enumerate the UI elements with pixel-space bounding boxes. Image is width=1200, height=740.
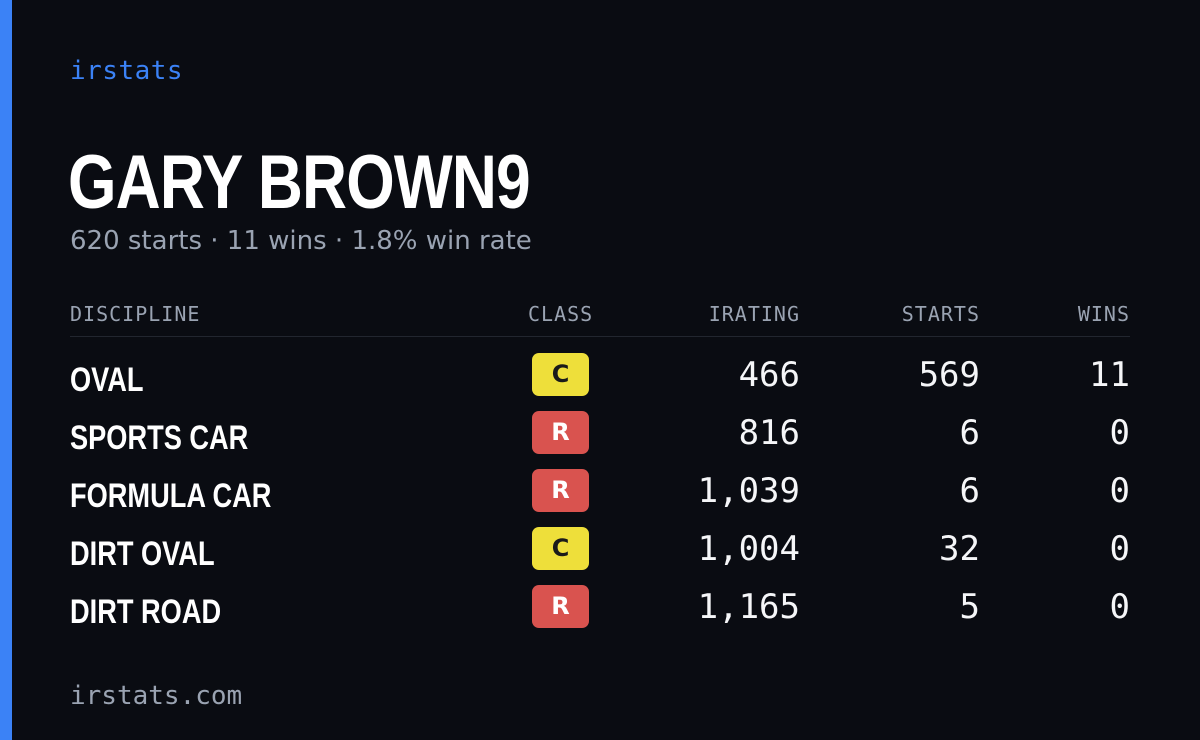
table-body: OVAL C 466 569 11 SPORTS CAR R 816 6 0 F… [70, 337, 1130, 643]
irating-value: 1,004 [697, 529, 800, 569]
discipline-name: DIRT OVAL [70, 535, 215, 573]
column-header-discipline: DISCIPLINE [70, 302, 201, 326]
class-badge: C [532, 527, 589, 570]
driver-summary: 620 starts · 11 wins · 1.8% win rate [70, 226, 532, 256]
table-row: OVAL C 466 569 11 [70, 353, 1130, 411]
class-badge: R [532, 585, 589, 628]
table-row: SPORTS CAR R 816 6 0 [70, 411, 1130, 469]
brand-logo: irstats [70, 56, 184, 86]
table-row: DIRT OVAL C 1,004 32 0 [70, 527, 1130, 585]
starts-value: 5 [959, 587, 980, 627]
footer-site-link[interactable]: irstats.com [70, 681, 243, 711]
irating-value: 816 [738, 413, 800, 453]
irating-value: 1,039 [697, 471, 800, 511]
table-row: FORMULA CAR R 1,039 6 0 [70, 469, 1130, 527]
starts-value: 6 [959, 413, 980, 453]
starts-value: 32 [939, 529, 980, 569]
column-header-class: CLASS [528, 302, 594, 326]
driver-name: GARY BROWN9 [68, 140, 531, 225]
license-table: DISCIPLINE CLASS IRATING STARTS WINS OVA… [70, 296, 1130, 643]
discipline-name: DIRT ROAD [70, 593, 222, 631]
discipline-name: SPORTS CAR [70, 419, 249, 457]
class-badge: R [532, 469, 589, 512]
irating-value: 466 [738, 355, 800, 395]
wins-value: 0 [1109, 471, 1130, 511]
discipline-name: FORMULA CAR [70, 477, 272, 515]
class-badge: C [532, 353, 589, 396]
table-header: DISCIPLINE CLASS IRATING STARTS WINS [70, 296, 1130, 337]
accent-bar [0, 0, 12, 740]
discipline-name: OVAL [70, 361, 144, 399]
column-header-wins: WINS [1077, 302, 1130, 326]
starts-value: 6 [959, 471, 980, 511]
irating-value: 1,165 [697, 587, 800, 627]
wins-value: 0 [1109, 529, 1130, 569]
column-header-starts: STARTS [901, 302, 980, 326]
wins-value: 0 [1109, 413, 1130, 453]
starts-value: 569 [918, 355, 980, 395]
class-badge: R [532, 411, 589, 454]
wins-value: 0 [1109, 587, 1130, 627]
wins-value: 11 [1089, 355, 1130, 395]
table-row: DIRT ROAD R 1,165 5 0 [70, 585, 1130, 643]
column-header-irating: IRATING [708, 302, 800, 326]
